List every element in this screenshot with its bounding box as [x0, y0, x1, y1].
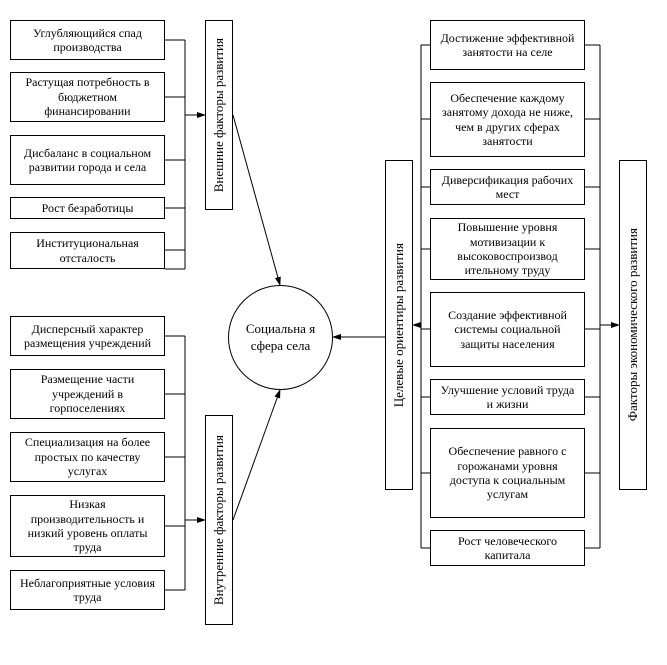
vlabel-targets-text: Целевые ориентиры развития: [391, 243, 407, 407]
left-lower-box: Специализация на более простых по качест…: [10, 432, 165, 482]
right-box: Повышение уровня мотивизации к высоковос…: [430, 218, 585, 280]
right-label: Достижение эффективной занятости на селе: [436, 31, 579, 60]
center-label: Социальна я сфера села: [237, 321, 324, 354]
vlabel-external-text: Внешние факторы развития: [211, 38, 227, 192]
left-upper-label: Углубляющийся спад производства: [16, 26, 159, 55]
right-box: Диверсификация рабочих мест: [430, 169, 585, 205]
right-label: Рост человеческого капитала: [436, 534, 579, 563]
left-lower-box: Размещение части учреждений в горпоселен…: [10, 369, 165, 419]
left-upper-label: Дисбаланс в социальном развитии города и…: [16, 146, 159, 175]
right-label: Обеспечение равного с горожанами уровня …: [436, 444, 579, 502]
left-lower-label: Дисперсный характер размещения учреждени…: [16, 322, 159, 351]
vlabel-internal-text: Внутренние факторы развития: [211, 435, 227, 605]
left-lower-box: Неблагоприятные условия труда: [10, 570, 165, 610]
left-upper-box: Институциональная отсталость: [10, 232, 165, 269]
right-label: Улучшение условий труда и жизни: [436, 383, 579, 412]
left-lower-label: Размещение части учреждений в горпоселен…: [16, 372, 159, 415]
left-upper-label: Рост безработицы: [42, 201, 134, 215]
left-upper-box: Рост безработицы: [10, 197, 165, 219]
right-label: Диверсификация рабочих мест: [436, 173, 579, 202]
left-upper-box: Растущая потребность в бюджетном финанси…: [10, 72, 165, 122]
right-box: Обеспечение равного с горожанами уровня …: [430, 428, 585, 518]
right-box: Рост человеческого капитала: [430, 530, 585, 566]
right-box: Улучшение условий труда и жизни: [430, 379, 585, 415]
right-label: Обеспечение каждому занятому дохода не н…: [436, 91, 579, 149]
right-box: Обеспечение каждому занятому дохода не н…: [430, 82, 585, 157]
right-label: Создание эффективной системы социальной …: [436, 308, 579, 351]
vlabel-external: Внешние факторы развития: [205, 20, 233, 210]
vlabel-targets: Целевые ориентиры развития: [385, 160, 413, 490]
right-box: Достижение эффективной занятости на селе: [430, 20, 585, 70]
center-node: Социальна я сфера села: [228, 285, 333, 390]
left-lower-box: Дисперсный характер размещения учреждени…: [10, 316, 165, 356]
left-upper-label: Институциональная отсталость: [16, 236, 159, 265]
vlabel-internal: Внутренние факторы развития: [205, 415, 233, 625]
vlabel-economic: Факторы экономического развития: [619, 160, 647, 490]
left-upper-box: Углубляющийся спад производства: [10, 20, 165, 60]
right-label: Повышение уровня мотивизации к высоковос…: [436, 220, 579, 278]
left-lower-label: Неблагоприятные условия труда: [16, 576, 159, 605]
left-upper-label: Растущая потребность в бюджетном финанси…: [16, 75, 159, 118]
left-upper-box: Дисбаланс в социальном развитии города и…: [10, 135, 165, 185]
left-lower-label: Специализация на более простых по качест…: [16, 435, 159, 478]
vlabel-economic-text: Факторы экономического развития: [625, 228, 641, 421]
left-lower-label: Низкая производительность и низкий урове…: [16, 497, 159, 555]
right-box: Создание эффективной системы социальной …: [430, 292, 585, 367]
left-lower-box: Низкая производительность и низкий урове…: [10, 495, 165, 557]
